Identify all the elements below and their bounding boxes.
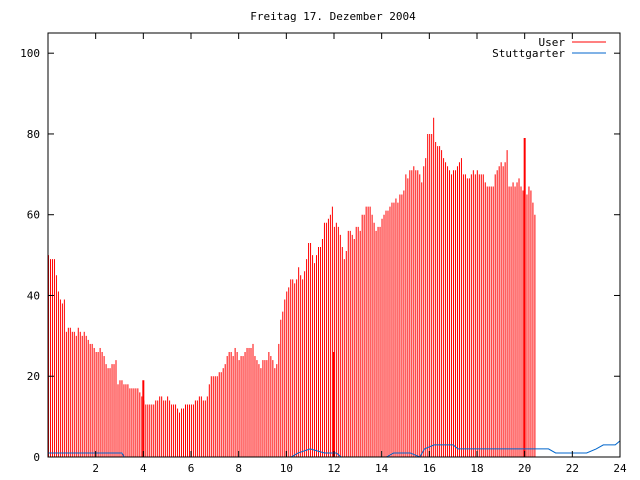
user-series-bars xyxy=(48,117,536,457)
x-tick-label: 20 xyxy=(518,462,531,475)
y-tick-label: 100 xyxy=(20,47,40,60)
y-tick-label: 60 xyxy=(27,209,40,222)
x-tick-label: 22 xyxy=(566,462,579,475)
legend-label-user: User xyxy=(539,36,566,49)
x-tick-label: 4 xyxy=(140,462,147,475)
y-tick-label: 0 xyxy=(33,451,40,464)
x-tick-label: 12 xyxy=(327,462,340,475)
x-tick-label: 18 xyxy=(470,462,483,475)
x-tick-label: 10 xyxy=(280,462,293,475)
chart-title: Freitag 17. Dezember 2004 xyxy=(250,10,416,23)
x-tick-label: 24 xyxy=(613,462,627,475)
x-tick-label: 14 xyxy=(375,462,389,475)
x-tick-label: 6 xyxy=(188,462,195,475)
x-tick-label: 16 xyxy=(423,462,436,475)
y-tick-label: 80 xyxy=(27,128,40,141)
legend: User Stuttgarter xyxy=(492,36,606,60)
x-tick-label: 8 xyxy=(235,462,242,475)
y-tick-label: 20 xyxy=(27,370,40,383)
legend-label-stuttgarter: Stuttgarter xyxy=(492,47,565,60)
y-tick-label: 40 xyxy=(27,289,40,302)
x-tick-label: 2 xyxy=(92,462,99,475)
user-series-spikes xyxy=(142,137,526,457)
